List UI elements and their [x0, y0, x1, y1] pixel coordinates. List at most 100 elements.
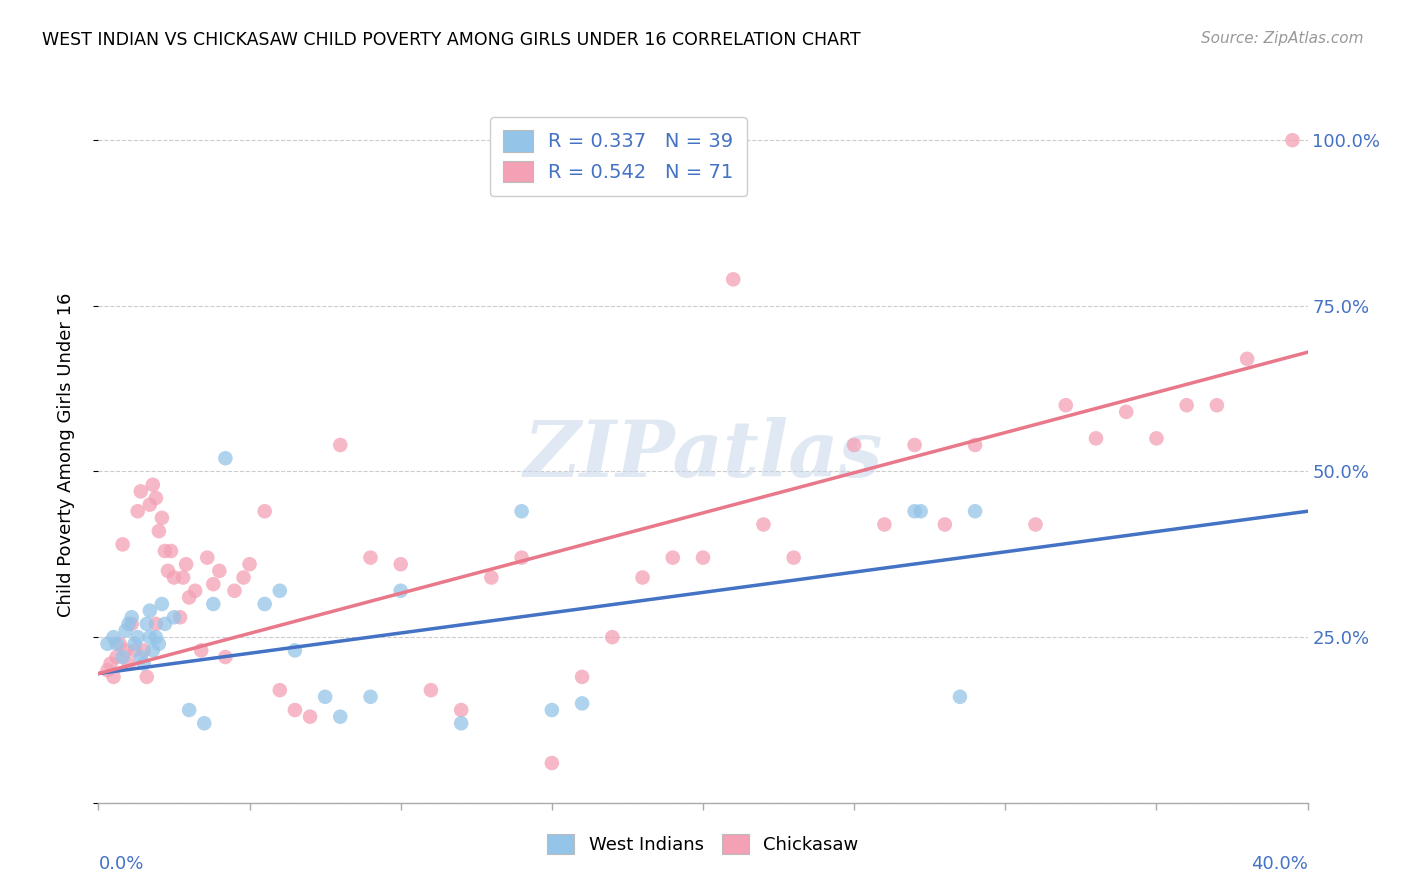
Y-axis label: Child Poverty Among Girls Under 16: Child Poverty Among Girls Under 16: [56, 293, 75, 617]
Point: [145, 616, 167, 631]
Point: [1085, 431, 1108, 445]
Text: WEST INDIAN VS CHICKASAW CHILD POVERTY AMONG GIRLS UNDER 16 CORRELATION CHART: WEST INDIAN VS CHICKASAW CHILD POVERTY A…: [42, 31, 860, 49]
Point: [224, 583, 246, 598]
Point: [153, 616, 176, 631]
Point: [1236, 351, 1258, 366]
Point: [153, 544, 176, 558]
Point: [118, 657, 141, 671]
Point: [481, 570, 503, 584]
Point: [190, 643, 212, 657]
Point: [163, 570, 186, 584]
Point: [214, 451, 236, 466]
Point: [873, 517, 896, 532]
Point: [129, 650, 152, 665]
Point: [105, 650, 128, 665]
Point: [148, 637, 170, 651]
Legend: West Indians, Chickasaw: West Indians, Chickasaw: [538, 825, 868, 863]
Point: [103, 630, 125, 644]
Point: [169, 610, 191, 624]
Point: [132, 643, 155, 657]
Point: [269, 583, 291, 598]
Point: [1024, 517, 1046, 532]
Point: [150, 597, 173, 611]
Point: [571, 697, 593, 711]
Point: [239, 558, 262, 572]
Point: [135, 616, 157, 631]
Point: [253, 504, 276, 518]
Point: [329, 709, 352, 723]
Point: [100, 657, 122, 671]
Point: [631, 570, 654, 584]
Point: [844, 438, 866, 452]
Point: [103, 670, 125, 684]
Point: [193, 716, 215, 731]
Point: [174, 558, 197, 572]
Point: [284, 703, 307, 717]
Point: [127, 504, 149, 518]
Point: [202, 597, 225, 611]
Point: [195, 550, 218, 565]
Point: [208, 564, 231, 578]
Point: [540, 703, 562, 717]
Point: [139, 630, 162, 644]
Point: [142, 643, 165, 657]
Point: [127, 630, 149, 644]
Point: [965, 438, 987, 452]
Point: [96, 663, 118, 677]
Point: [510, 504, 533, 518]
Point: [1144, 431, 1167, 445]
Point: [420, 683, 443, 698]
Point: [949, 690, 972, 704]
Point: [96, 637, 118, 651]
Point: [965, 504, 987, 518]
Point: [202, 577, 225, 591]
Point: [114, 624, 136, 638]
Point: [108, 637, 131, 651]
Point: [602, 630, 624, 644]
Point: [105, 637, 128, 651]
Point: [160, 544, 183, 558]
Point: [571, 670, 593, 684]
Text: ZIPatlas: ZIPatlas: [523, 417, 883, 493]
Point: [135, 670, 157, 684]
Point: [232, 570, 254, 584]
Text: 40.0%: 40.0%: [1251, 855, 1308, 873]
Point: [269, 683, 291, 698]
Point: [156, 564, 179, 578]
Point: [150, 511, 173, 525]
Point: [299, 709, 322, 723]
Point: [139, 604, 162, 618]
Point: [329, 438, 352, 452]
Point: [163, 610, 186, 624]
Point: [111, 650, 134, 665]
Text: Source: ZipAtlas.com: Source: ZipAtlas.com: [1201, 31, 1364, 46]
Point: [124, 643, 146, 657]
Point: [1206, 398, 1229, 412]
Point: [118, 616, 141, 631]
Point: [124, 637, 146, 651]
Point: [114, 643, 136, 657]
Point: [179, 703, 201, 717]
Point: [139, 498, 162, 512]
Point: [284, 643, 307, 657]
Point: [172, 570, 194, 584]
Point: [1281, 133, 1303, 147]
Point: [450, 703, 472, 717]
Point: [723, 272, 745, 286]
Point: [1175, 398, 1198, 412]
Point: [450, 716, 472, 731]
Point: [179, 591, 201, 605]
Point: [145, 630, 167, 644]
Point: [132, 657, 155, 671]
Point: [360, 690, 382, 704]
Point: [904, 504, 927, 518]
Point: [142, 477, 165, 491]
Point: [214, 650, 236, 665]
Point: [121, 610, 143, 624]
Point: [121, 616, 143, 631]
Point: [783, 550, 806, 565]
Point: [145, 491, 167, 505]
Point: [148, 524, 170, 538]
Point: [904, 438, 927, 452]
Point: [934, 517, 956, 532]
